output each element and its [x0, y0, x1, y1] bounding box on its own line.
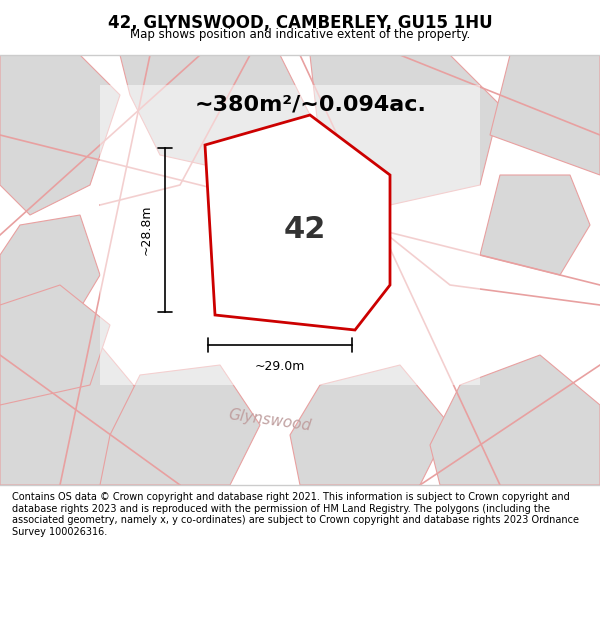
Polygon shape — [0, 215, 100, 325]
Polygon shape — [0, 55, 120, 215]
Polygon shape — [120, 55, 310, 175]
Text: Map shows position and indicative extent of the property.: Map shows position and indicative extent… — [130, 28, 470, 41]
Polygon shape — [310, 55, 500, 205]
Text: 42: 42 — [284, 216, 326, 244]
Text: ~28.8m: ~28.8m — [140, 205, 153, 255]
Text: ~29.0m: ~29.0m — [255, 360, 305, 373]
Text: ~380m²/~0.094ac.: ~380m²/~0.094ac. — [195, 95, 427, 115]
Text: Contains OS data © Crown copyright and database right 2021. This information is : Contains OS data © Crown copyright and d… — [12, 492, 579, 537]
Polygon shape — [100, 365, 260, 485]
Polygon shape — [290, 365, 450, 485]
Polygon shape — [430, 355, 600, 485]
Polygon shape — [0, 345, 150, 485]
Polygon shape — [205, 115, 390, 330]
Polygon shape — [490, 55, 600, 175]
Polygon shape — [480, 175, 590, 275]
Text: 42, GLYNSWOOD, CAMBERLEY, GU15 1HU: 42, GLYNSWOOD, CAMBERLEY, GU15 1HU — [107, 14, 493, 32]
Polygon shape — [100, 85, 480, 385]
Text: Glynswood: Glynswood — [227, 407, 313, 433]
Polygon shape — [0, 285, 110, 405]
